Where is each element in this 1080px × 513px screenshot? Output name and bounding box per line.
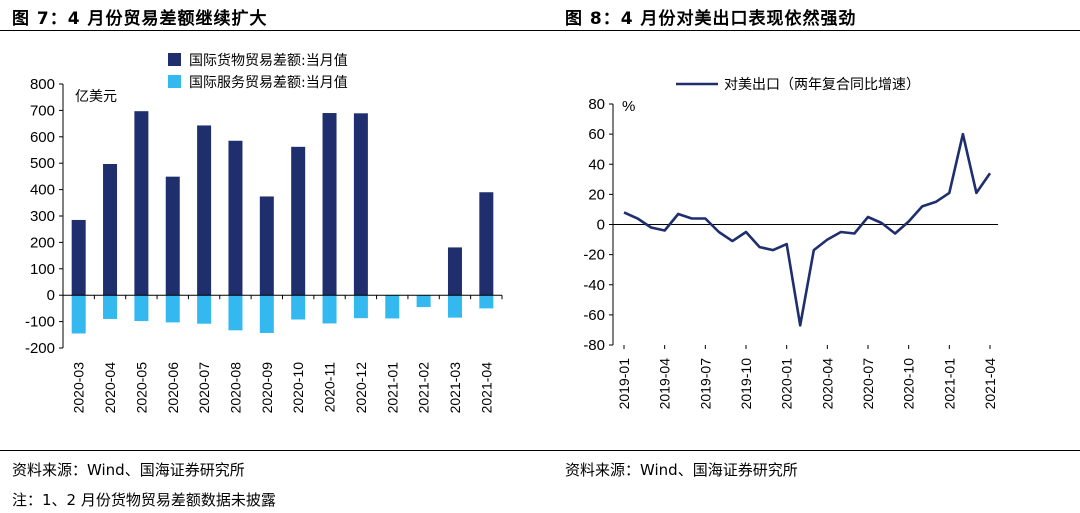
goods-balance-bar xyxy=(259,196,274,296)
top-rule xyxy=(0,30,1080,31)
us-exports-line xyxy=(623,132,992,327)
right-y-tick-label: 40 xyxy=(588,156,605,173)
left-y-tick-label: 200 xyxy=(30,234,55,251)
right-y-tick-label: 20 xyxy=(588,186,605,203)
left-unit-label: 亿美元 xyxy=(75,89,117,105)
left-x-tick-label: 2020-05 xyxy=(133,362,149,414)
left-y-tick-label: -200 xyxy=(25,340,55,357)
right-y-tick-label: -20 xyxy=(583,247,605,264)
services-balance-bar xyxy=(228,295,243,331)
goods-balance-bar xyxy=(479,192,494,296)
left-legend-swatch xyxy=(168,75,181,88)
right-y-tick-label: -80 xyxy=(583,337,605,354)
right-x-tick-label: 2021-04 xyxy=(982,358,998,410)
goods-balance-bar xyxy=(322,113,337,296)
goods-balance-bar xyxy=(103,163,118,296)
left-legend-swatch xyxy=(168,53,181,66)
left-y-tick-label: 500 xyxy=(30,155,55,172)
left-y-tick-label: 700 xyxy=(30,102,55,119)
services-balance-bar xyxy=(385,295,400,319)
left-y-tick-label: 300 xyxy=(30,208,55,225)
right-x-tick-label: 2020-01 xyxy=(779,358,795,410)
left-y-tick-label: 0 xyxy=(47,287,55,304)
services-balance-bar xyxy=(197,295,212,324)
left-x-tick-label: 2020-04 xyxy=(102,362,118,414)
left-x-tick-label: 2020-03 xyxy=(71,362,87,414)
right-x-tick-label: 2021-01 xyxy=(941,358,957,410)
services-balance-bar xyxy=(291,295,306,320)
services-balance-bar xyxy=(71,295,86,334)
goods-balance-bar xyxy=(291,146,306,296)
right-y-tick-label: 0 xyxy=(597,217,605,234)
left-x-tick-label: 2020-12 xyxy=(353,362,369,414)
right-x-tick-label: 2020-10 xyxy=(901,358,917,410)
left-note: 注：1、2 月份货物贸易差额数据未披露 xyxy=(12,491,276,509)
left-x-tick-label: 2020-07 xyxy=(196,362,212,414)
left-y-tick-label: 800 xyxy=(30,76,55,93)
services-balance-bar xyxy=(416,295,431,308)
right-x-tick-label: 2019-10 xyxy=(738,358,754,410)
right-x-tick-label: 2019-01 xyxy=(616,358,632,410)
left-source: 资料来源：Wind、国海证券研究所 xyxy=(12,461,245,479)
services-balance-bar xyxy=(322,295,337,324)
right-x-tick-label: 2020-07 xyxy=(860,358,876,410)
goods-balance-bar xyxy=(228,140,243,296)
left-x-tick-label: 2020-11 xyxy=(322,362,338,413)
left-y-tick-label: -100 xyxy=(25,314,55,331)
services-balance-bar xyxy=(103,295,118,319)
services-balance-bar xyxy=(134,295,149,322)
left-x-tick-label: 2021-02 xyxy=(416,362,432,414)
left-y-tick-label: 400 xyxy=(30,182,55,199)
goods-balance-bar xyxy=(197,125,212,296)
bottom-rule xyxy=(0,450,1080,451)
left-x-tick-label: 2021-03 xyxy=(447,362,463,414)
right-source: 资料来源：Wind、国海证券研究所 xyxy=(565,461,798,479)
left-x-tick-label: 2020-09 xyxy=(259,362,275,414)
left-x-tick-label: 2020-06 xyxy=(165,362,181,414)
left-x-tick-label: 2021-01 xyxy=(384,362,400,414)
right-figure-title: 图 8：4 月份对美出口表现依然强劲 xyxy=(565,9,857,29)
right-x-tick-label: 2020-04 xyxy=(819,358,835,410)
services-balance-bar xyxy=(165,295,180,323)
left-x-tick-label: 2020-08 xyxy=(227,362,243,414)
right-y-tick-label: -40 xyxy=(583,277,605,294)
right-unit-label: % xyxy=(622,98,635,115)
right-y-tick-label: 80 xyxy=(588,96,605,113)
goods-balance-bar xyxy=(353,113,368,296)
right-x-tick-label: 2019-04 xyxy=(657,358,673,410)
services-balance-bar xyxy=(447,295,462,318)
right-x-tick-label: 2019-07 xyxy=(697,358,713,410)
left-legend-label: 国际货物贸易差额:当月值 xyxy=(189,52,348,69)
services-balance-bar xyxy=(259,295,274,333)
left-y-tick-label: 100 xyxy=(30,261,55,278)
right-y-tick-label: 60 xyxy=(588,126,605,143)
goods-balance-bar xyxy=(134,111,149,296)
right-y-tick-label: -60 xyxy=(583,307,605,324)
services-balance-bar xyxy=(353,295,368,319)
left-y-tick-label: 600 xyxy=(30,129,55,146)
left-legend-label: 国际服务贸易差额:当月值 xyxy=(189,75,348,91)
left-x-tick-label: 2021-04 xyxy=(478,362,494,414)
left-x-tick-label: 2020-10 xyxy=(290,362,306,414)
services-balance-bar xyxy=(479,295,494,309)
goods-balance-bar xyxy=(165,176,180,296)
left-figure-title: 图 7：4 月份贸易差额继续扩大 xyxy=(12,9,268,29)
right-legend-label: 对美出口（两年复合同比增速） xyxy=(724,76,920,93)
goods-balance-bar xyxy=(447,247,462,296)
goods-balance-bar xyxy=(71,219,86,296)
